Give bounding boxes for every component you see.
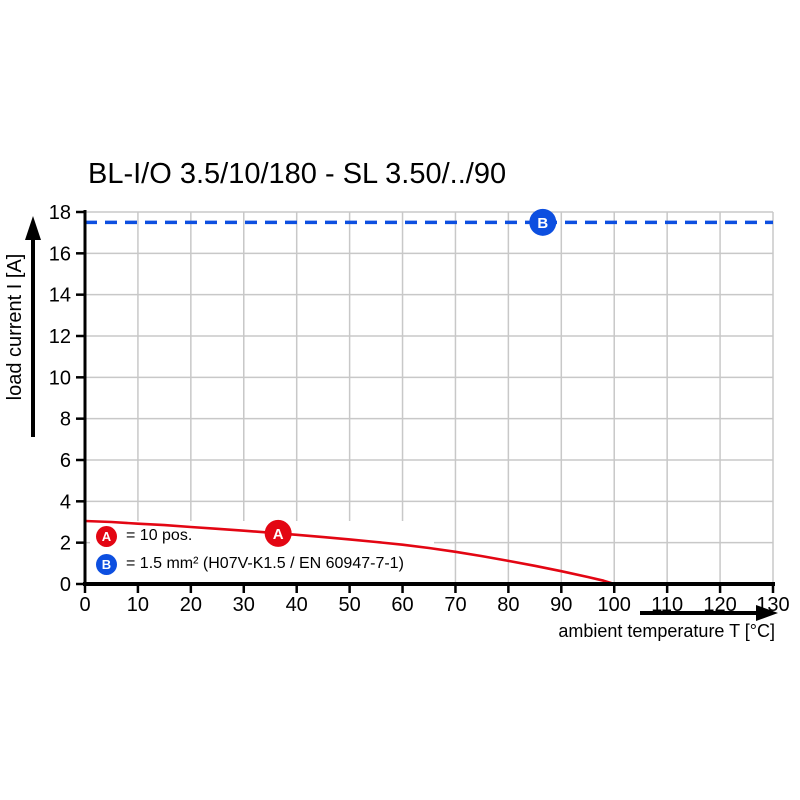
x-tick-label: 50: [338, 594, 360, 616]
y-arrow-head-icon: [25, 216, 41, 240]
x-tick-label: 100: [598, 594, 631, 616]
legend-label-a: = 10 pos.: [126, 527, 193, 544]
x-tick-label: 0: [79, 594, 90, 616]
chart-title: BL-I/O 3.5/10/180 - SL 3.50/../90: [88, 158, 507, 190]
x-tick-label: 90: [550, 594, 572, 616]
legend-marker-a-icon: A: [96, 525, 117, 547]
y-tick-label: 16: [49, 243, 71, 265]
y-tick-label: 6: [60, 450, 71, 472]
x-tick-label: 60: [391, 594, 413, 616]
y-tick-label: 0: [60, 574, 71, 596]
marker-letter: B: [537, 215, 548, 232]
y-tick-label: 2: [60, 533, 71, 555]
marker-letter: A: [273, 526, 284, 543]
marker-circle: [264, 519, 292, 547]
marker-b: B: [529, 208, 557, 236]
y-tick-label: 14: [49, 285, 71, 307]
axes: [83, 210, 775, 586]
x-tick-label: 20: [180, 594, 202, 616]
x-tick-label: 10: [127, 594, 149, 616]
x-tick-label: 110: [651, 594, 683, 616]
x-tick-label: 40: [286, 594, 308, 616]
series-A-curve: [83, 519, 616, 586]
y-tick-label: 4: [60, 491, 71, 513]
x-tick-label: 70: [444, 594, 466, 616]
legend-item-a: A = 10 pos.: [96, 525, 404, 547]
y-tick-label: 10: [49, 367, 71, 389]
x-tick-label: 30: [233, 594, 255, 616]
marker-circle: [529, 208, 557, 236]
y-tick-label: 12: [49, 326, 71, 348]
legend-marker-b-icon: B: [96, 553, 117, 575]
ticks-and-labels: 0 10 20 30 40 50 60 70 80 90 100 110 120 130024681012…: [49, 202, 790, 616]
x-tick-label: 80: [497, 594, 519, 616]
x-axis-title: ambient temperature T [°C]: [558, 621, 775, 641]
axis-arrows: [25, 216, 778, 621]
legend-label-b: = 1.5 mm² (H07V-K1.5 / EN 60947-7-1): [126, 555, 404, 572]
legend-item-b: B = 1.5 mm² (H07V-K1.5 / EN 60947-7-1): [96, 553, 404, 575]
gridlines: [85, 211, 774, 584]
y-axis-title: load current I [A]: [4, 253, 26, 401]
y-tick-label: 8: [60, 409, 71, 431]
x-tick-label: 120: [703, 594, 736, 616]
marker-a: A: [264, 519, 292, 547]
x-arrow-head-icon: [756, 605, 778, 621]
legend: A = 10 pos. B = 1.5 mm² (H07V-K1.5 / EN …: [96, 525, 404, 575]
y-tick-label: 18: [49, 202, 71, 224]
